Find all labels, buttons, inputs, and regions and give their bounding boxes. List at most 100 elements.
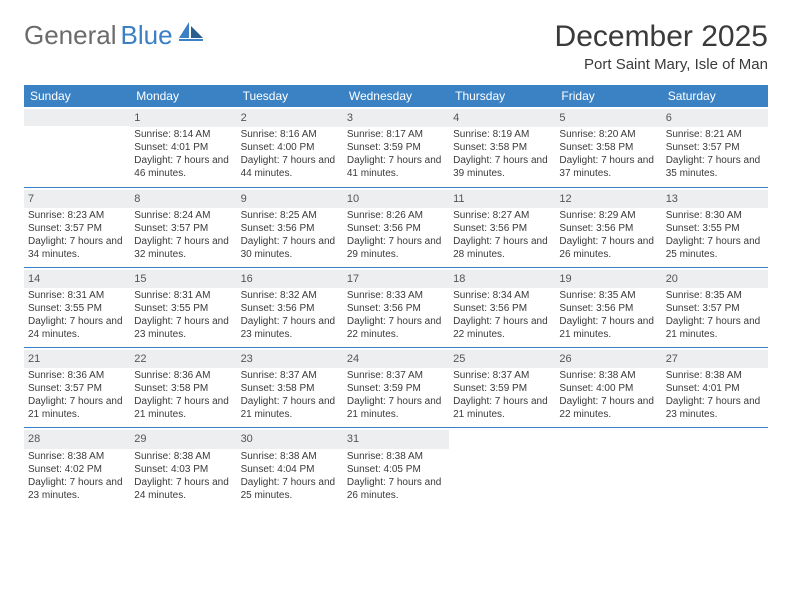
daylight-text: Daylight: 7 hours and 21 minutes.: [666, 315, 764, 341]
calendar-day-cell: 17Sunrise: 8:33 AMSunset: 3:56 PMDayligh…: [343, 267, 449, 347]
sunrise-text: Sunrise: 8:24 AM: [134, 209, 232, 222]
title-block: December 2025 Port Saint Mary, Isle of M…: [555, 20, 768, 73]
day-info: Sunrise: 8:38 AMSunset: 4:01 PMDaylight:…: [666, 369, 764, 421]
day-info: Sunrise: 8:38 AMSunset: 4:00 PMDaylight:…: [559, 369, 657, 421]
brand-logo: GeneralBlue: [24, 20, 203, 51]
day-info: Sunrise: 8:36 AMSunset: 3:57 PMDaylight:…: [28, 369, 126, 421]
daylight-text: Daylight: 7 hours and 28 minutes.: [453, 235, 551, 261]
calendar-day-cell: 29Sunrise: 8:38 AMSunset: 4:03 PMDayligh…: [130, 428, 236, 508]
sunrise-text: Sunrise: 8:17 AM: [347, 128, 445, 141]
sunset-text: Sunset: 4:04 PM: [241, 463, 339, 476]
sunset-text: Sunset: 3:55 PM: [666, 222, 764, 235]
calendar-day-cell: 22Sunrise: 8:36 AMSunset: 3:58 PMDayligh…: [130, 348, 236, 428]
calendar-day-cell: 20Sunrise: 8:35 AMSunset: 3:57 PMDayligh…: [662, 267, 768, 347]
calendar-day-cell: 6Sunrise: 8:21 AMSunset: 3:57 PMDaylight…: [662, 107, 768, 187]
sunset-text: Sunset: 3:57 PM: [666, 302, 764, 315]
calendar-day-cell: 10Sunrise: 8:26 AMSunset: 3:56 PMDayligh…: [343, 187, 449, 267]
daylight-text: Daylight: 7 hours and 29 minutes.: [347, 235, 445, 261]
daylight-text: Daylight: 7 hours and 22 minutes.: [559, 395, 657, 421]
day-info: Sunrise: 8:34 AMSunset: 3:56 PMDaylight:…: [453, 289, 551, 341]
sunrise-text: Sunrise: 8:31 AM: [134, 289, 232, 302]
calendar-day-cell: 12Sunrise: 8:29 AMSunset: 3:56 PMDayligh…: [555, 187, 661, 267]
sunset-text: Sunset: 3:57 PM: [666, 141, 764, 154]
calendar-week-row: 1Sunrise: 8:14 AMSunset: 4:01 PMDaylight…: [24, 107, 768, 187]
sunset-text: Sunset: 3:56 PM: [347, 222, 445, 235]
sunset-text: Sunset: 3:59 PM: [347, 382, 445, 395]
sunrise-text: Sunrise: 8:25 AM: [241, 209, 339, 222]
calendar-day-cell: 24Sunrise: 8:37 AMSunset: 3:59 PMDayligh…: [343, 348, 449, 428]
sunset-text: Sunset: 3:55 PM: [134, 302, 232, 315]
day-info: Sunrise: 8:14 AMSunset: 4:01 PMDaylight:…: [134, 128, 232, 180]
weekday-header: Sunday: [24, 85, 130, 107]
weekday-header: Saturday: [662, 85, 768, 107]
day-info: Sunrise: 8:20 AMSunset: 3:58 PMDaylight:…: [559, 128, 657, 180]
day-number: 2: [237, 109, 343, 127]
daylight-text: Daylight: 7 hours and 32 minutes.: [134, 235, 232, 261]
sunrise-text: Sunrise: 8:38 AM: [134, 450, 232, 463]
sunrise-text: Sunrise: 8:38 AM: [241, 450, 339, 463]
calendar-day-cell: 8Sunrise: 8:24 AMSunset: 3:57 PMDaylight…: [130, 187, 236, 267]
sunset-text: Sunset: 4:00 PM: [241, 141, 339, 154]
day-number: 19: [555, 270, 661, 288]
day-info: Sunrise: 8:36 AMSunset: 3:58 PMDaylight:…: [134, 369, 232, 421]
day-number: 1: [130, 109, 236, 127]
day-number: 6: [662, 109, 768, 127]
day-info: Sunrise: 8:37 AMSunset: 3:58 PMDaylight:…: [241, 369, 339, 421]
day-number: 15: [130, 270, 236, 288]
daylight-text: Daylight: 7 hours and 39 minutes.: [453, 154, 551, 180]
daylight-text: Daylight: 7 hours and 21 minutes.: [347, 395, 445, 421]
day-info: Sunrise: 8:31 AMSunset: 3:55 PMDaylight:…: [134, 289, 232, 341]
day-number: 28: [24, 430, 130, 448]
day-number: 30: [237, 430, 343, 448]
sunrise-text: Sunrise: 8:23 AM: [28, 209, 126, 222]
sunrise-text: Sunrise: 8:32 AM: [241, 289, 339, 302]
sunset-text: Sunset: 3:56 PM: [559, 222, 657, 235]
calendar-day-cell: 2Sunrise: 8:16 AMSunset: 4:00 PMDaylight…: [237, 107, 343, 187]
sunrise-text: Sunrise: 8:33 AM: [347, 289, 445, 302]
weekday-header: Tuesday: [237, 85, 343, 107]
day-number: 31: [343, 430, 449, 448]
calendar-day-cell: 9Sunrise: 8:25 AMSunset: 3:56 PMDaylight…: [237, 187, 343, 267]
day-number: 16: [237, 270, 343, 288]
sunrise-text: Sunrise: 8:38 AM: [559, 369, 657, 382]
calendar-empty-cell: [662, 428, 768, 508]
sunrise-text: Sunrise: 8:36 AM: [28, 369, 126, 382]
sunset-text: Sunset: 3:57 PM: [28, 382, 126, 395]
location-text: Port Saint Mary, Isle of Man: [555, 56, 768, 73]
day-info: Sunrise: 8:21 AMSunset: 3:57 PMDaylight:…: [666, 128, 764, 180]
brand-part2: Blue: [121, 20, 173, 51]
calendar-day-cell: 25Sunrise: 8:37 AMSunset: 3:59 PMDayligh…: [449, 348, 555, 428]
calendar-day-cell: 30Sunrise: 8:38 AMSunset: 4:04 PMDayligh…: [237, 428, 343, 508]
calendar-day-cell: 4Sunrise: 8:19 AMSunset: 3:58 PMDaylight…: [449, 107, 555, 187]
sunset-text: Sunset: 3:55 PM: [28, 302, 126, 315]
sunrise-text: Sunrise: 8:34 AM: [453, 289, 551, 302]
calendar-table: SundayMondayTuesdayWednesdayThursdayFrid…: [24, 85, 768, 508]
calendar-empty-cell: [24, 107, 130, 187]
sunset-text: Sunset: 4:03 PM: [134, 463, 232, 476]
daylight-text: Daylight: 7 hours and 21 minutes.: [134, 395, 232, 421]
day-number: 10: [343, 190, 449, 208]
sunrise-text: Sunrise: 8:35 AM: [666, 289, 764, 302]
day-info: Sunrise: 8:19 AMSunset: 3:58 PMDaylight:…: [453, 128, 551, 180]
daylight-text: Daylight: 7 hours and 22 minutes.: [453, 315, 551, 341]
day-number: 4: [449, 109, 555, 127]
sunrise-text: Sunrise: 8:37 AM: [347, 369, 445, 382]
calendar-day-cell: 11Sunrise: 8:27 AMSunset: 3:56 PMDayligh…: [449, 187, 555, 267]
calendar-header-row: SundayMondayTuesdayWednesdayThursdayFrid…: [24, 85, 768, 107]
calendar-day-cell: 3Sunrise: 8:17 AMSunset: 3:59 PMDaylight…: [343, 107, 449, 187]
sunset-text: Sunset: 4:02 PM: [28, 463, 126, 476]
calendar-day-cell: 16Sunrise: 8:32 AMSunset: 3:56 PMDayligh…: [237, 267, 343, 347]
day-number: 24: [343, 350, 449, 368]
calendar-body: 1Sunrise: 8:14 AMSunset: 4:01 PMDaylight…: [24, 107, 768, 508]
day-info: Sunrise: 8:37 AMSunset: 3:59 PMDaylight:…: [347, 369, 445, 421]
daylight-text: Daylight: 7 hours and 25 minutes.: [666, 235, 764, 261]
calendar-day-cell: 14Sunrise: 8:31 AMSunset: 3:55 PMDayligh…: [24, 267, 130, 347]
day-number: 8: [130, 190, 236, 208]
calendar-week-row: 28Sunrise: 8:38 AMSunset: 4:02 PMDayligh…: [24, 428, 768, 508]
day-info: Sunrise: 8:38 AMSunset: 4:05 PMDaylight:…: [347, 450, 445, 502]
day-info: Sunrise: 8:30 AMSunset: 3:55 PMDaylight:…: [666, 209, 764, 261]
day-number: 21: [24, 350, 130, 368]
sunrise-text: Sunrise: 8:31 AM: [28, 289, 126, 302]
sunrise-text: Sunrise: 8:16 AM: [241, 128, 339, 141]
sunrise-text: Sunrise: 8:19 AM: [453, 128, 551, 141]
